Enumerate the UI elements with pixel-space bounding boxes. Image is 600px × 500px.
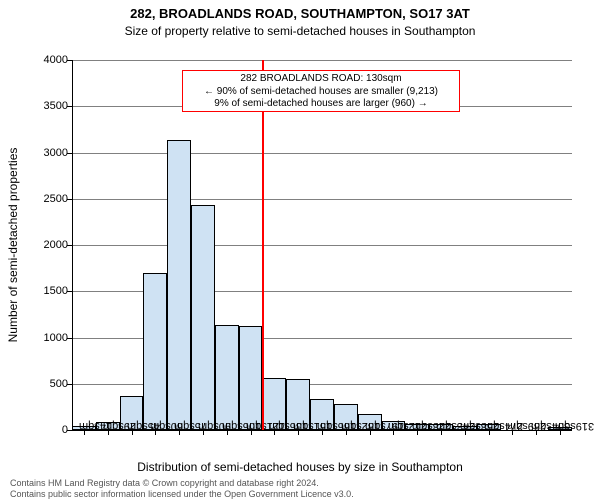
y-tick-label: 2000 (8, 239, 68, 251)
gridline (72, 199, 572, 200)
gridline (72, 60, 572, 61)
chart-container: { "title": { "line1": "282, BROADLANDS R… (0, 0, 600, 500)
gridline (72, 153, 572, 154)
x-axis-line (72, 430, 572, 431)
y-tick-label: 0 (8, 424, 68, 436)
y-axis-line (72, 60, 73, 430)
credit-line-1: Contains HM Land Registry data © Crown c… (10, 478, 319, 488)
x-axis-label: Distribution of semi-detached houses by … (0, 460, 600, 474)
annotation-line: 9% of semi-detached houses are larger (9… (187, 98, 455, 111)
annotation-box: 282 BROADLANDS ROAD: 130sqm← 90% of semi… (182, 70, 460, 112)
annotation-line: 282 BROADLANDS ROAD: 130sqm (187, 73, 455, 86)
plot-area: 0500100015002000250030003500400014sqm29s… (72, 60, 572, 430)
credit-line-2: Contains public sector information licen… (10, 489, 354, 499)
bar (143, 273, 167, 430)
reference-line (262, 60, 264, 430)
chart-title: 282, BROADLANDS ROAD, SOUTHAMPTON, SO17 … (0, 6, 600, 21)
y-tick-label: 2500 (8, 193, 68, 205)
gridline (72, 245, 572, 246)
y-tick-label: 3000 (8, 147, 68, 159)
bar (239, 326, 263, 430)
bar (215, 325, 239, 430)
bar (167, 140, 191, 430)
y-tick-label: 1500 (8, 285, 68, 297)
y-tick-label: 4000 (8, 54, 68, 66)
chart-subtitle: Size of property relative to semi-detach… (0, 24, 600, 38)
y-tick-label: 500 (8, 378, 68, 390)
y-tick-label: 3500 (8, 100, 68, 112)
annotation-line: ← 90% of semi-detached houses are smalle… (187, 86, 455, 99)
bar (191, 205, 215, 430)
y-tick-label: 1000 (8, 332, 68, 344)
